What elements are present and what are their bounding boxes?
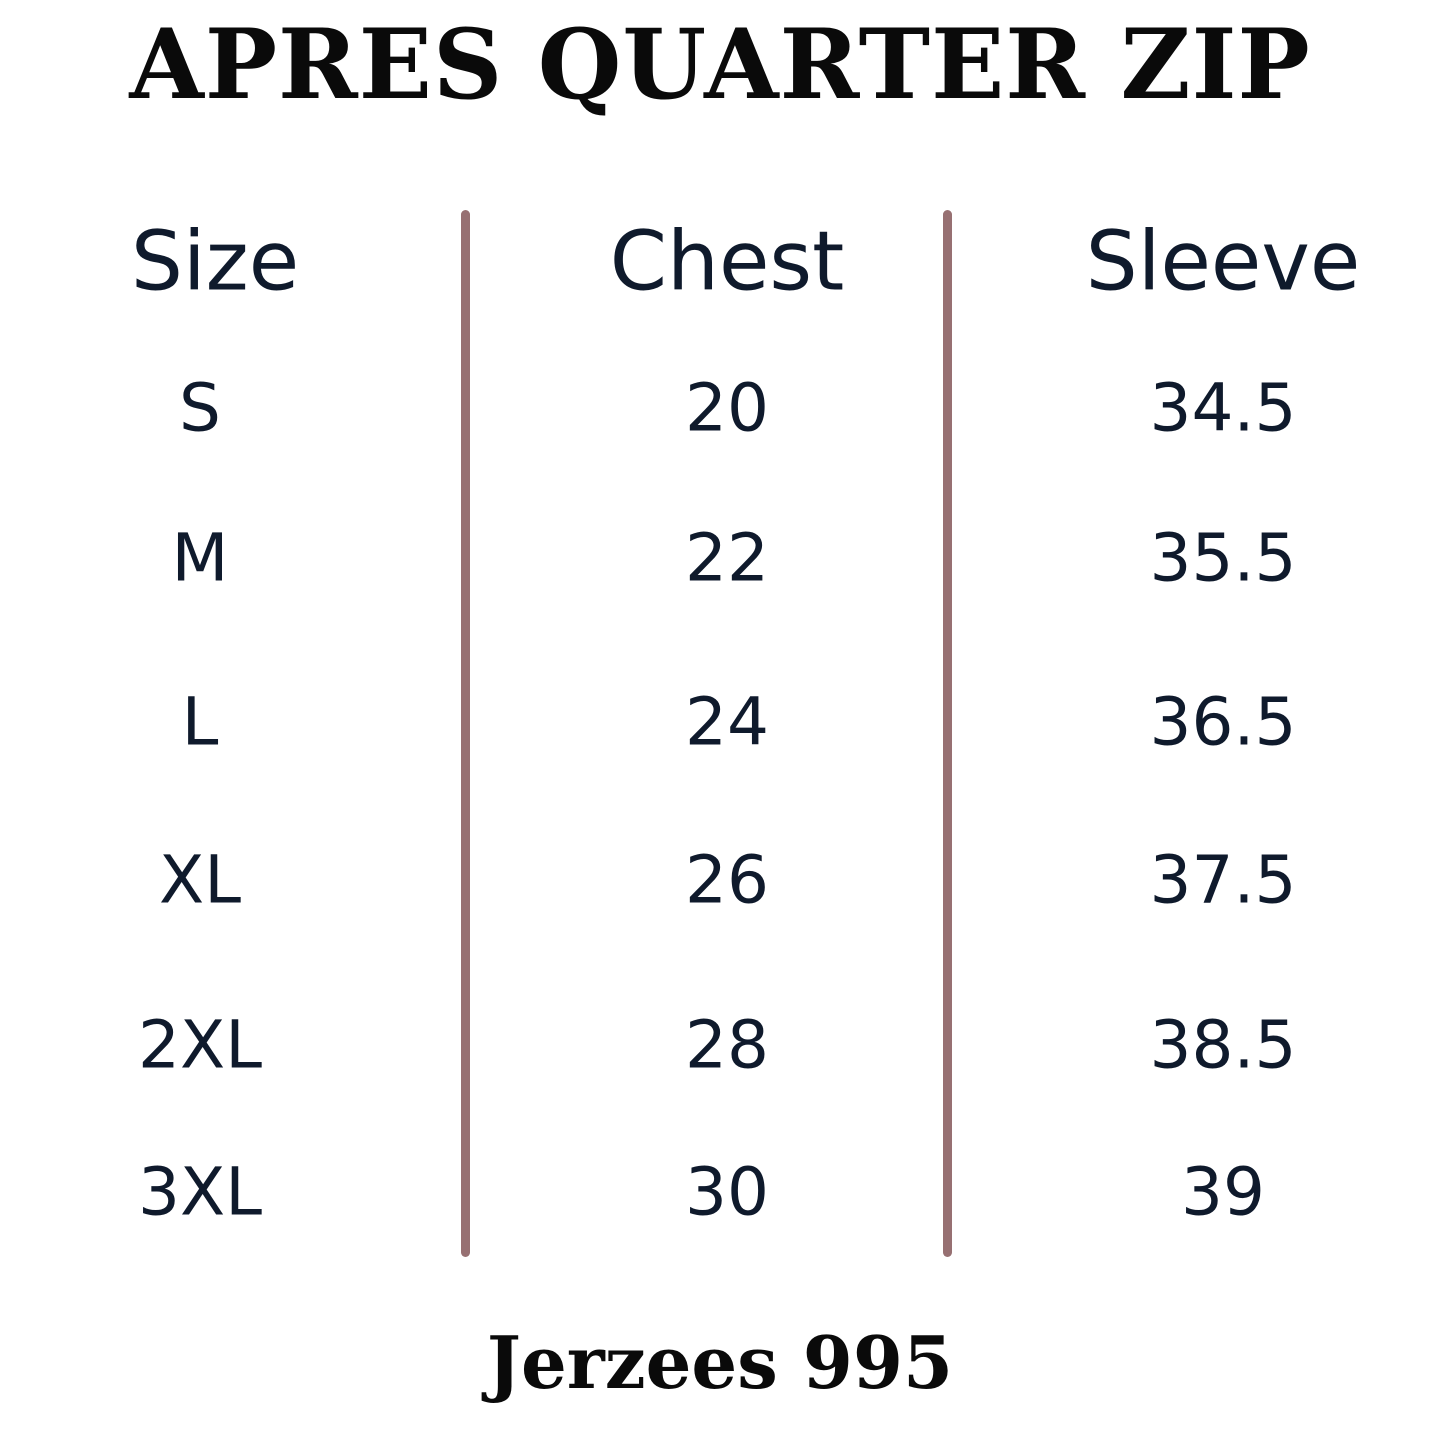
column-divider — [461, 210, 470, 1257]
table-cell: M — [171, 519, 229, 597]
table-cell: 2XL — [138, 1006, 262, 1084]
column-header: Sleeve — [1085, 214, 1361, 310]
title: APRES QUARTER ZIP — [129, 8, 1311, 121]
table-cell: 34.5 — [1149, 369, 1297, 447]
table-cell: 28 — [685, 1006, 769, 1084]
table-cell: XL — [159, 841, 241, 919]
table-cell: 24 — [685, 683, 769, 761]
table-cell: 22 — [685, 519, 769, 597]
table-cell: 20 — [685, 369, 769, 447]
table-cell: 38.5 — [1149, 1006, 1297, 1084]
footer: Jerzees 995 — [486, 1320, 954, 1405]
table-cell: 39 — [1181, 1153, 1265, 1231]
table-cell: 3XL — [138, 1153, 262, 1231]
column-header: Size — [130, 214, 300, 310]
table-cell: 35.5 — [1149, 519, 1297, 597]
table-cell: 26 — [685, 841, 769, 919]
column-header: Chest — [609, 214, 845, 310]
table-cell: 36.5 — [1149, 683, 1297, 761]
column-divider — [943, 210, 952, 1257]
table-cell: L — [181, 683, 219, 761]
table-cell: 30 — [685, 1153, 769, 1231]
table-cell: S — [179, 369, 221, 447]
table-cell: 37.5 — [1149, 841, 1297, 919]
